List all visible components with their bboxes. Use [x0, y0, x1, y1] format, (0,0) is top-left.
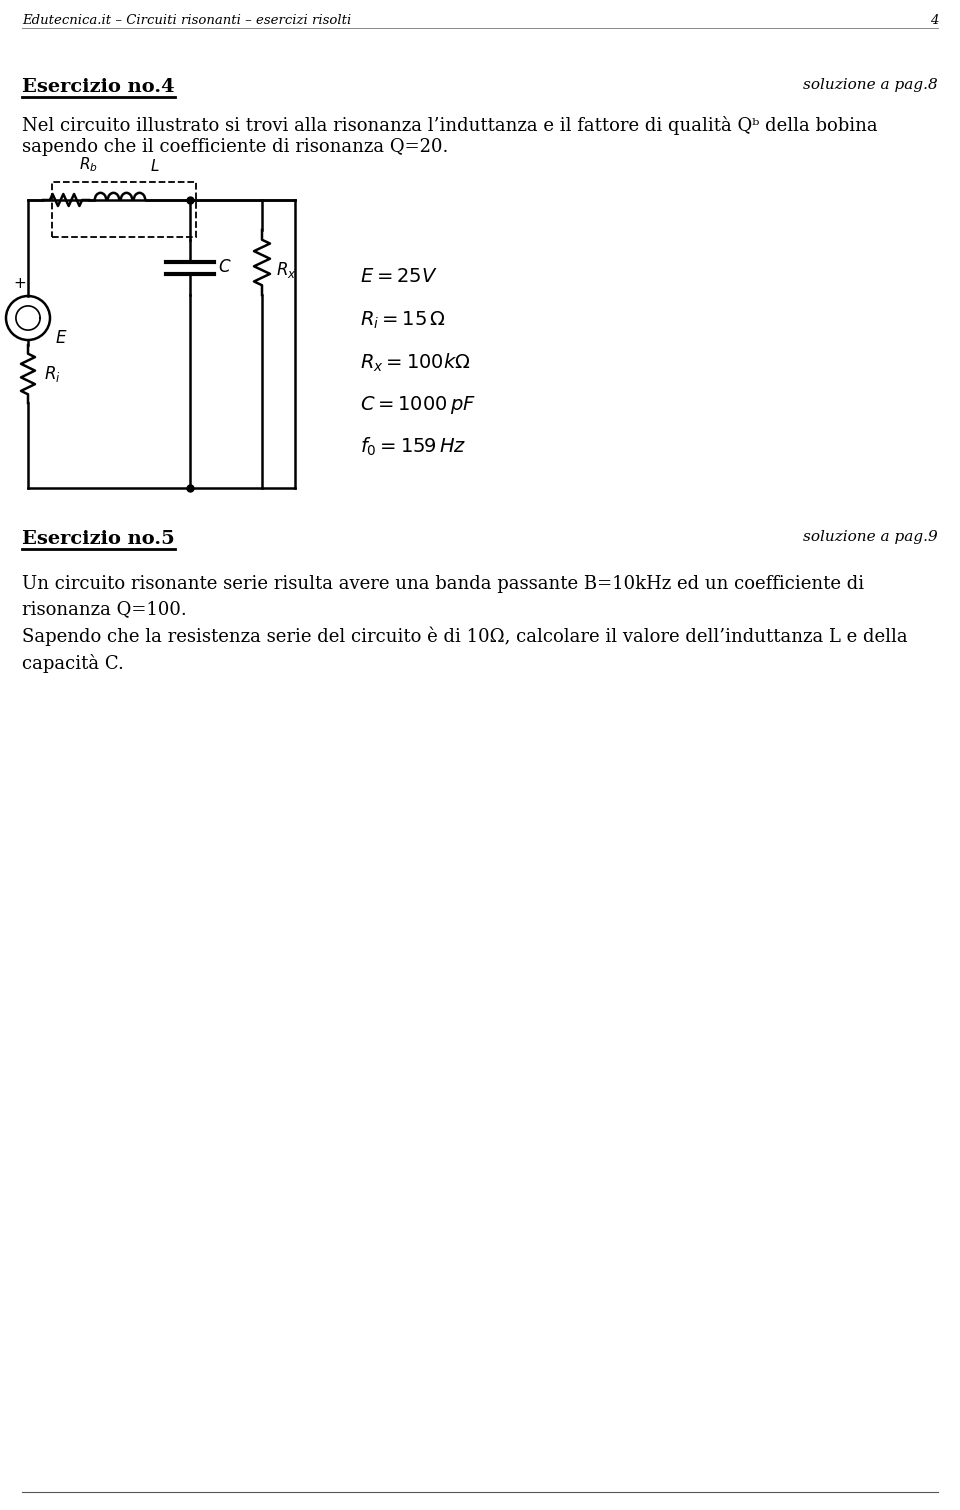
Text: $R_i = 15\,\Omega$: $R_i = 15\,\Omega$ [360, 310, 446, 331]
Text: $f_0 = 159\,Hz$: $f_0 = 159\,Hz$ [360, 436, 467, 459]
Text: $C$: $C$ [218, 260, 231, 276]
Text: $R_b$: $R_b$ [79, 156, 97, 174]
Bar [52, 183, 196, 237]
Text: $L$: $L$ [150, 159, 159, 174]
Text: $R_x$: $R_x$ [276, 261, 297, 281]
Text: soluzione a pag.8: soluzione a pag.8 [804, 79, 938, 92]
Text: sapendo che il coefficiente di risonanza Q=20.: sapendo che il coefficiente di risonanza… [22, 137, 448, 156]
Text: 4: 4 [929, 14, 938, 27]
Text: $R_i$: $R_i$ [44, 364, 60, 384]
Text: $E = 25V$: $E = 25V$ [360, 267, 438, 285]
Text: Nel circuito illustrato si trovi alla risonanza l’induttanza e il fattore di qua: Nel circuito illustrato si trovi alla ri… [22, 116, 877, 134]
Text: $R_x = 100k\Omega$: $R_x = 100k\Omega$ [360, 352, 470, 374]
Text: Edutecnica.it – Circuiti risonanti – esercizi risolti: Edutecnica.it – Circuiti risonanti – ese… [22, 14, 351, 27]
Text: Esercizio no.5: Esercizio no.5 [22, 530, 175, 548]
Text: +: + [13, 276, 26, 291]
Text: Un circuito risonante serie risulta avere una banda passante B=10kHz ed un coeff: Un circuito risonante serie risulta aver… [22, 575, 864, 618]
Text: $E$: $E$ [55, 331, 67, 347]
Text: Esercizio no.4: Esercizio no.4 [22, 79, 175, 97]
Text: soluzione a pag.9: soluzione a pag.9 [804, 530, 938, 544]
Text: Sapendo che la resistenza serie del circuito è di 10Ω, calcolare il valore dell’: Sapendo che la resistenza serie del circ… [22, 627, 907, 673]
Text: $C = 1000\,pF$: $C = 1000\,pF$ [360, 394, 476, 415]
